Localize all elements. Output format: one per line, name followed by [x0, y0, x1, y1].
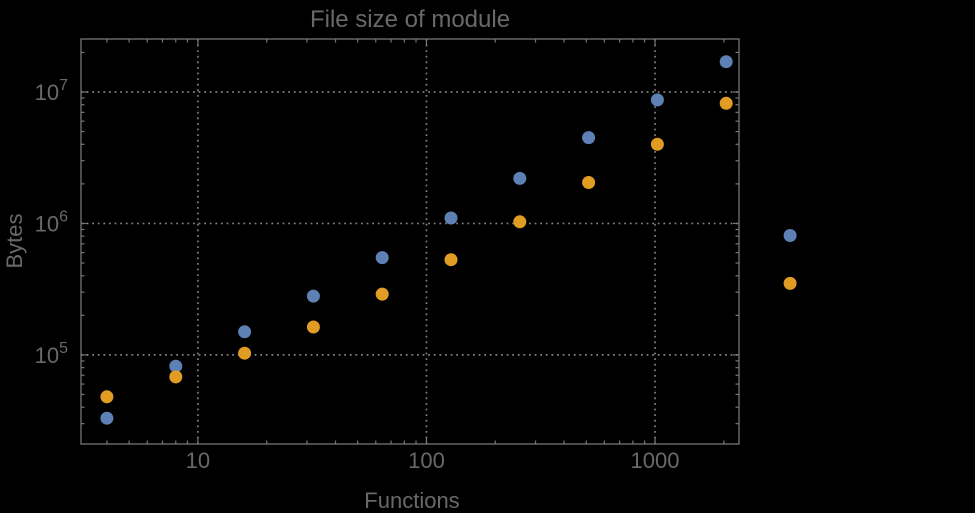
tick-labels: 10 100 1000 105 106 107	[35, 77, 680, 473]
data-point	[375, 251, 389, 265]
data-point	[513, 171, 527, 185]
data-point	[719, 55, 733, 69]
data-point	[650, 93, 664, 107]
data-point	[100, 411, 114, 425]
data-point	[582, 176, 596, 189]
y-axis-label: Bytes	[2, 213, 27, 268]
data-point	[513, 215, 527, 229]
series-2-orange	[100, 96, 797, 404]
data-points	[100, 55, 797, 425]
data-point	[100, 390, 114, 404]
data-point	[582, 131, 596, 145]
data-point	[375, 287, 389, 301]
data-point	[650, 137, 664, 151]
data-point	[238, 346, 252, 360]
y-tick-label-10e7: 107	[35, 77, 68, 105]
data-point	[169, 359, 183, 373]
x-tick-label-100: 100	[408, 448, 445, 473]
data-point	[444, 211, 458, 225]
y-tick-label-10e5: 105	[35, 340, 68, 368]
chart-title: File size of module	[310, 6, 510, 33]
y-tick-label-10e6: 106	[35, 208, 68, 236]
data-point	[783, 276, 797, 290]
x-tick-label-1000: 1000	[631, 448, 680, 473]
data-point	[306, 289, 320, 303]
data-point	[783, 229, 797, 242]
gridlines	[81, 39, 739, 444]
x-axis-label: Functions	[364, 488, 459, 513]
data-point	[169, 370, 183, 384]
x-tick-label-10: 10	[186, 448, 210, 473]
data-point	[444, 253, 458, 267]
plot-frame	[80, 38, 740, 445]
data-point	[719, 96, 733, 110]
series-1-blue	[100, 55, 797, 425]
data-point	[238, 325, 252, 339]
axis-ticks	[81, 39, 739, 444]
data-point	[306, 320, 320, 334]
